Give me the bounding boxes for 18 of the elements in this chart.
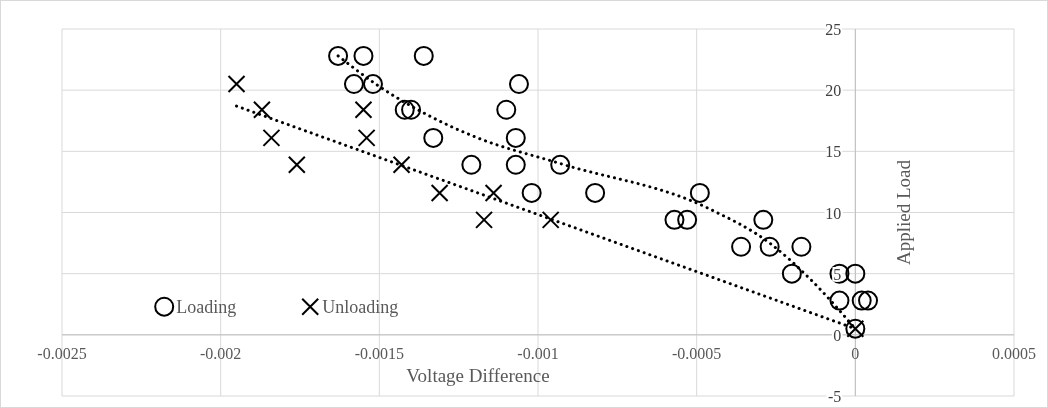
y-tick-label: 0 bbox=[833, 326, 842, 344]
y-tick-label: 10 bbox=[825, 204, 842, 222]
y-tick-label: 15 bbox=[825, 143, 842, 161]
legend-label: Loading bbox=[176, 296, 237, 317]
x-tick-label: -0.002 bbox=[200, 344, 242, 362]
legend-label: Unloading bbox=[322, 296, 399, 317]
x-tick-label: -0.0025 bbox=[37, 344, 87, 362]
y-tick-label: 5 bbox=[833, 265, 842, 283]
x-tick-label: -0.0015 bbox=[354, 344, 404, 362]
x-tick-label: 0 bbox=[851, 344, 860, 362]
x-tick-label: -0.0005 bbox=[672, 344, 722, 362]
y-tick-label: -5 bbox=[828, 388, 842, 405]
y-tick-label: 20 bbox=[825, 82, 842, 100]
y-tick-label: 25 bbox=[825, 21, 842, 38]
x-axis-title: Voltage Difference bbox=[406, 364, 550, 386]
x-tick-label: 0.0005 bbox=[992, 344, 1036, 362]
x-tick-label: -0.001 bbox=[517, 344, 559, 362]
y-axis-title: Applied Load bbox=[893, 159, 915, 266]
